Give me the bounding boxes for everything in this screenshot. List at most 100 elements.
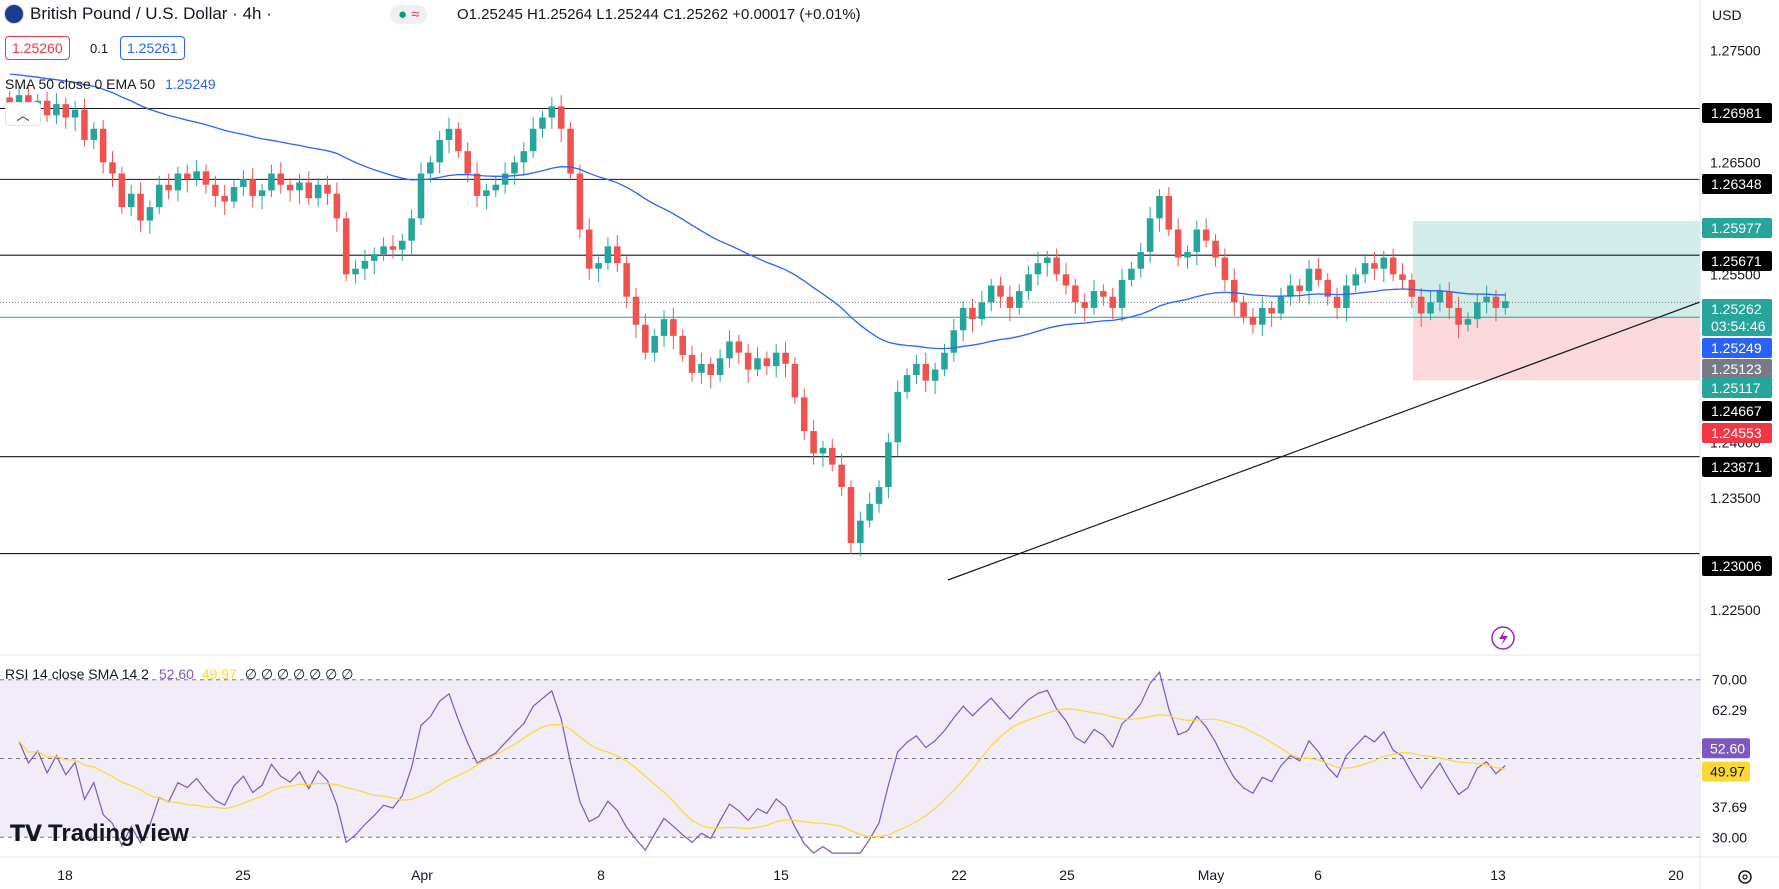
buy-price-button[interactable]: 1.25261 (120, 36, 185, 60)
tradingview-logo[interactable]: 𝗧𝗩 TradingView (10, 820, 189, 848)
candle (1287, 274, 1294, 306)
candle-body (436, 139, 443, 163)
price-tag-label: 1.25262 (1711, 301, 1762, 317)
candle (1165, 186, 1173, 237)
candle-body (15, 95, 23, 107)
candle-body (529, 128, 537, 152)
candle (1128, 262, 1135, 287)
candle-body (866, 503, 873, 521)
candle-body (1474, 302, 1481, 320)
sell-price-button[interactable]: 1.25260 (5, 36, 70, 60)
candle-body (483, 190, 490, 196)
price-tag-label: 1.26981 (1711, 105, 1762, 121)
rsi-axis[interactable]: 70.00 62.29 37.69 30.00 (1712, 672, 1747, 846)
candle-body (1343, 285, 1350, 308)
candle (1044, 250, 1051, 277)
candle (1361, 254, 1369, 284)
candle (361, 249, 369, 280)
position-tool[interactable] (1413, 220, 1700, 381)
rsi-label[interactable]: RSI 14 close SMA 14 2 (5, 666, 149, 682)
candle (1062, 263, 1070, 295)
candle (576, 164, 584, 239)
candle (922, 352, 930, 392)
candle (688, 345, 696, 382)
candle-body (473, 173, 481, 196)
candle-body (1361, 263, 1369, 275)
candle (305, 171, 313, 205)
candle (314, 178, 322, 208)
rsi-value: 52.60 (158, 666, 194, 682)
candle-body (389, 246, 397, 250)
chevron-up-icon: ︿ (16, 107, 30, 123)
candle (567, 122, 574, 181)
candle-body (595, 263, 602, 269)
candle (1315, 257, 1322, 287)
stop-loss-zone[interactable] (1413, 317, 1700, 381)
take-profit-zone[interactable] (1413, 220, 1700, 318)
time-tick-label: 20 (1668, 867, 1684, 883)
candle-body (1333, 296, 1341, 308)
candle-body (1090, 291, 1098, 308)
time-axis[interactable]: 18 25 Apr 8 15 22 25 May 6 13 20 (57, 867, 1684, 883)
price-tag: 1.24553 (1702, 423, 1772, 443)
candle (473, 162, 481, 208)
candle (819, 441, 827, 467)
candle (772, 343, 780, 378)
candle-body (726, 341, 733, 359)
candle-body (1062, 274, 1070, 286)
candle-body (165, 184, 172, 191)
rsi-extras: ∅ ∅ ∅ ∅ ∅ ∅ ∅ (244, 666, 354, 682)
candle-body (1249, 316, 1257, 325)
candle-body (539, 117, 546, 129)
candle (417, 162, 425, 226)
candle (735, 334, 743, 364)
symbol-title[interactable]: British Pound / U.S. Dollar · 4h · (30, 4, 272, 23)
candle (829, 438, 836, 472)
candle-body (838, 464, 845, 488)
candle-body (567, 128, 574, 174)
candle-body (127, 193, 135, 208)
status-pill[interactable]: ● ≈ (390, 5, 428, 24)
candle (137, 182, 144, 232)
candle-body (1128, 268, 1135, 280)
candle (539, 110, 546, 138)
candle (109, 151, 116, 187)
candle-body (1034, 263, 1042, 275)
candle (987, 278, 995, 312)
rsi-line (18, 670, 1506, 854)
candle-body (1165, 195, 1173, 230)
horizontal-levels[interactable] (0, 107, 1700, 555)
candle (595, 256, 602, 283)
candle-body (987, 285, 995, 303)
candle-body (1427, 302, 1434, 314)
currency-selector[interactable]: USD (1712, 7, 1742, 23)
price-tag-box (1702, 299, 1772, 319)
candle-body (829, 447, 836, 465)
candle (679, 329, 686, 362)
gear-icon[interactable] (1738, 870, 1752, 884)
candle-body (772, 352, 780, 367)
candle-body (614, 246, 621, 264)
candle (492, 175, 500, 198)
candle (903, 368, 911, 399)
candle (1399, 263, 1406, 289)
price-tag-label: 1.24553 (1711, 425, 1762, 441)
candle-body (670, 319, 677, 336)
candle (286, 178, 294, 202)
indicator-label[interactable]: SMA 50 close 0 EMA 50 (5, 76, 156, 92)
price-tag-label: 1.24667 (1711, 403, 1762, 419)
trendline[interactable] (947, 301, 1701, 581)
candle (1006, 285, 1014, 322)
candle (1445, 282, 1453, 320)
candle (1053, 248, 1060, 282)
candle-body (230, 186, 238, 202)
candle (670, 307, 677, 350)
ohlc-values: O1.25245 H1.25264 L1.25244 C1.25262 +0.0… (457, 6, 861, 23)
candle (1109, 287, 1116, 320)
collapse-legend-button[interactable]: ︿ (5, 102, 41, 126)
candle (1146, 207, 1154, 264)
price-tag-label: 1.25123 (1711, 361, 1762, 377)
candle-body (155, 184, 163, 208)
lightning-icon[interactable] (1491, 626, 1515, 650)
